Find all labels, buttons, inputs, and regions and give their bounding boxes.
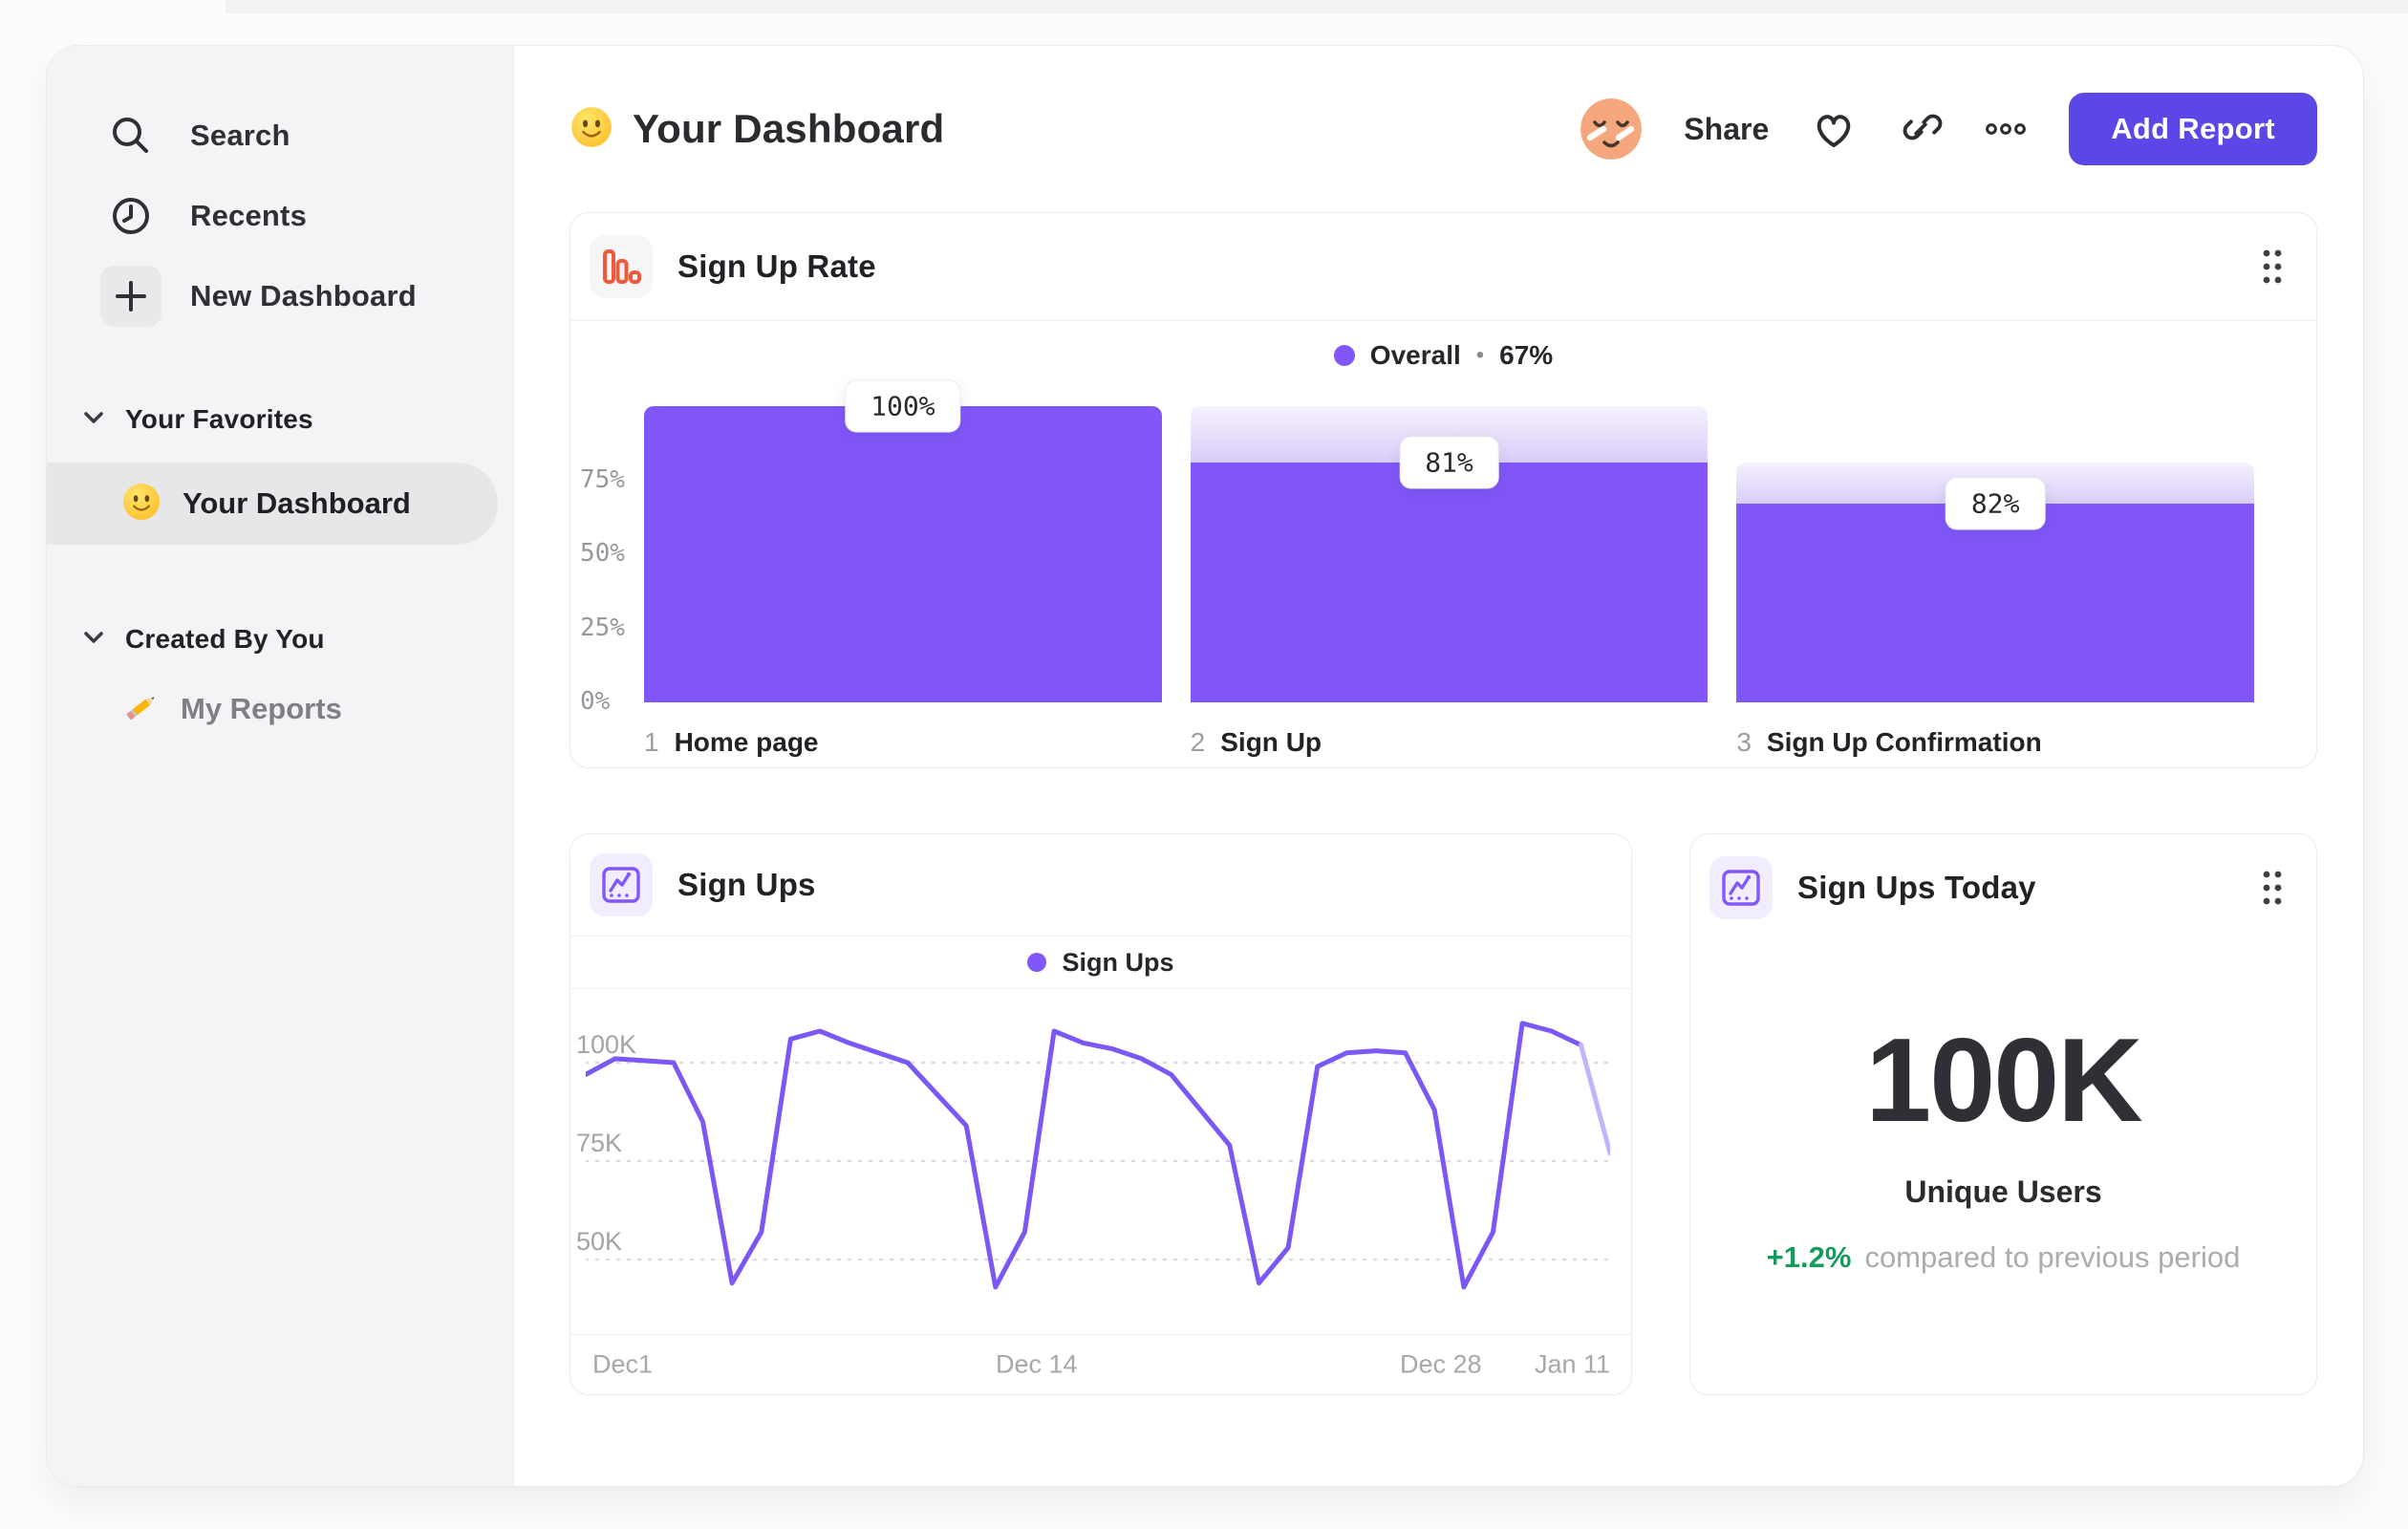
- line-x-tick: Dec 14: [996, 1349, 1078, 1379]
- funnel-bar[interactable]: [644, 406, 1162, 702]
- sign-ups-today-card: Sign Ups Today 100K Unique Users +1.2% c…: [1689, 833, 2317, 1395]
- line-y-tick: 50K: [576, 1227, 623, 1256]
- funnel-step-name: Home page: [674, 727, 819, 757]
- page-title: Your Dashboard: [633, 106, 945, 151]
- sidebar-item-label: My Reports: [181, 692, 342, 725]
- kpi-value: 100K: [1865, 1015, 2142, 1147]
- funnel-y-tick: 75%: [580, 464, 625, 494]
- funnel-y-tick: 25%: [580, 613, 625, 642]
- clock-icon: [100, 185, 161, 247]
- funnel-bar[interactable]: [1190, 406, 1709, 702]
- funnel-bar-converted: [1190, 462, 1709, 702]
- background-strip: [226, 0, 2408, 13]
- sidebar-item-new-dashboard[interactable]: New Dashboard: [47, 256, 513, 336]
- funnel-step-column[interactable]: 82% 3 Sign Up Confirmation: [1736, 406, 2255, 757]
- drag-handle-icon[interactable]: [2263, 249, 2282, 284]
- funnel-tooltip: 100%: [845, 379, 961, 433]
- funnel-step-name: Sign Up Confirmation: [1766, 727, 2042, 757]
- line-x-axis: Dec1 Dec 14 Dec 28 Jan 11: [570, 1334, 1631, 1394]
- smiley-emoji: [570, 105, 613, 154]
- main-content: Your Dashboard Share Add Report: [514, 46, 2363, 1486]
- section-title: Your Favorites: [125, 404, 313, 434]
- section-header-created-by-you[interactable]: Created By You: [47, 615, 513, 663]
- heart-icon[interactable]: [1811, 106, 1857, 152]
- dashboard-header: Your Dashboard Share Add Report: [570, 88, 2317, 170]
- add-report-button[interactable]: Add Report: [2069, 93, 2317, 165]
- kpi-change-badge: +1.2%: [1766, 1240, 1852, 1274]
- legend-item-sign-ups[interactable]: Sign Ups: [570, 937, 1631, 989]
- search-icon: [100, 105, 161, 166]
- sign-ups-line-svg: [586, 1021, 1610, 1290]
- pencil-emoji: [121, 687, 161, 732]
- line-chart[interactable]: 100K 75K 50K: [570, 999, 1631, 1338]
- line-chart-icon: [1709, 856, 1773, 919]
- legend-value: 67%: [1499, 340, 1554, 370]
- app-window: Search Recents New Dashboard Your Favori…: [46, 45, 2364, 1487]
- funnel-step-number: 1: [644, 727, 659, 757]
- funnel-bar[interactable]: [1736, 462, 2255, 702]
- sign-ups-card: Sign Ups Sign Ups 100K 75K 50K Dec1 Dec 14 D…: [570, 833, 1632, 1395]
- line-y-tick: 100K: [576, 1030, 637, 1059]
- funnel-tooltip: 81%: [1399, 436, 1499, 489]
- line-x-tick: Dec 28: [1400, 1349, 1482, 1379]
- link-icon[interactable]: [1899, 107, 1943, 151]
- card-title: Sign Ups: [677, 867, 816, 902]
- share-button[interactable]: Share: [1684, 111, 1770, 146]
- funnel-y-tick: 0%: [580, 687, 611, 716]
- sidebar-item-recents[interactable]: Recents: [47, 176, 513, 256]
- sign-ups-line[interactable]: [586, 1021, 1583, 1290]
- card-title: Sign Up Rate: [677, 248, 876, 284]
- funnel-bar-converted: [644, 406, 1162, 702]
- funnel-step-column[interactable]: 100% 1 Home page: [644, 379, 1162, 757]
- section-header-your-favorites[interactable]: Your Favorites: [47, 396, 513, 443]
- funnel-y-tick: 50%: [580, 539, 625, 568]
- sidebar-item-label: Recents: [190, 199, 308, 232]
- legend-dot: [1027, 953, 1047, 972]
- kpi-label: Unique Users: [1904, 1174, 2102, 1209]
- line-x-tick: Dec1: [592, 1349, 654, 1379]
- sidebar-item-label: Search: [190, 118, 290, 152]
- drag-handle-icon[interactable]: [2263, 871, 2282, 905]
- funnel-step-column[interactable]: 81% 2 Sign Up: [1190, 406, 1709, 757]
- smiley-emoji: [121, 482, 161, 527]
- sidebar-item-my-reports[interactable]: My Reports: [47, 669, 513, 749]
- sign-up-rate-card: Sign Up Rate Overall • 67% 75% 50% 25% 0% 1…: [570, 212, 2317, 768]
- line-x-tick: Jan 11: [1534, 1349, 1610, 1379]
- chevron-down-icon: [83, 411, 104, 429]
- legend-dot: [1333, 345, 1355, 366]
- plus-icon: [100, 266, 161, 327]
- chevron-down-icon: [83, 631, 104, 649]
- legend-item-overall[interactable]: Overall • 67%: [570, 340, 2316, 371]
- sidebar-item-label: Your Dashboard: [183, 486, 411, 520]
- more-options-icon[interactable]: [1985, 122, 2027, 136]
- kpi-change-note: compared to previous period: [1864, 1240, 2241, 1274]
- funnel-tooltip: 82%: [1945, 477, 2046, 530]
- legend-separator: •: [1475, 342, 1485, 368]
- funnel-step-number: 2: [1190, 727, 1206, 757]
- sidebar-item-your-dashboard[interactable]: Your Dashboard: [47, 463, 498, 545]
- sidebar: Search Recents New Dashboard Your Favori…: [47, 46, 514, 1486]
- funnel-step-number: 3: [1736, 727, 1752, 757]
- section-title: Created By You: [125, 624, 325, 654]
- funnel-step-label: 3 Sign Up Confirmation: [1736, 727, 2041, 758]
- card-title: Sign Ups Today: [1797, 870, 2036, 905]
- funnel-chart[interactable]: Overall • 67% 75% 50% 25% 0% 100% 1 Home page…: [570, 321, 2316, 768]
- avatar[interactable]: [1580, 98, 1643, 160]
- funnel-step-label: 1 Home page: [644, 727, 819, 758]
- funnel-step-label: 2 Sign Up: [1191, 727, 1322, 758]
- line-y-tick: 75K: [576, 1129, 623, 1157]
- funnel-step-name: Sign Up: [1220, 727, 1322, 757]
- sidebar-item-label: New Dashboard: [190, 279, 417, 312]
- bar-chart-icon: [590, 235, 653, 298]
- line-chart-icon: [590, 853, 653, 916]
- funnel-bar-converted: [1736, 504, 2255, 702]
- legend-series: Overall: [1369, 340, 1461, 370]
- sidebar-item-search[interactable]: Search: [47, 96, 513, 176]
- legend-series: Sign Ups: [1062, 947, 1174, 977]
- sign-ups-line-incomplete: [1578, 1043, 1610, 1156]
